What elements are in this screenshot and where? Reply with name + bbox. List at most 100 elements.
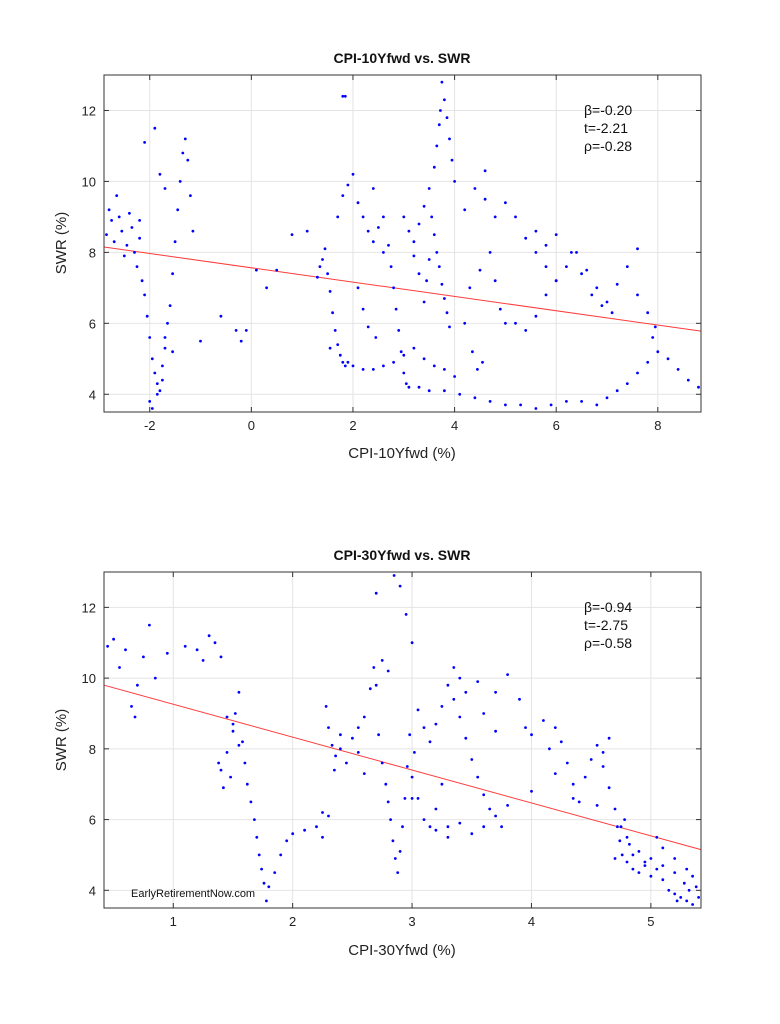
data-point [219, 314, 223, 318]
data-point [138, 219, 142, 222]
data-point [150, 407, 154, 410]
data-point [153, 126, 157, 130]
data-point [356, 201, 360, 205]
data-point [595, 804, 599, 807]
data-point [589, 758, 593, 761]
data-point [434, 828, 438, 832]
data-point [262, 881, 266, 885]
data-point [583, 775, 587, 779]
data-point [430, 215, 434, 219]
data-point [443, 368, 446, 371]
data-point [452, 666, 456, 669]
fit-line-group [103, 684, 702, 851]
data-point [600, 304, 604, 307]
data-point [504, 321, 507, 325]
data-point [697, 385, 700, 389]
data-point [471, 350, 474, 354]
data-point [255, 268, 258, 272]
data-point [386, 669, 390, 673]
y-tick-label: 10 [82, 671, 96, 686]
data-point [217, 761, 221, 765]
data-point [323, 247, 327, 251]
data-point [407, 385, 411, 389]
data-point [135, 265, 139, 268]
data-point [377, 733, 380, 737]
data-point [646, 360, 650, 364]
data-point [643, 860, 647, 864]
data-point [161, 378, 164, 382]
data-point [653, 325, 657, 329]
data-point [241, 740, 244, 744]
data-point [120, 229, 124, 233]
data-point [392, 286, 395, 290]
data-point [374, 683, 378, 687]
points-group [106, 574, 700, 906]
data-point [331, 311, 334, 315]
data-point [646, 311, 650, 315]
data-point [691, 903, 694, 906]
data-point [389, 265, 393, 268]
data-point [553, 772, 557, 775]
data-point [273, 871, 277, 874]
data-point [643, 864, 647, 867]
data-point [110, 219, 113, 222]
chart-title: CPI-30Yfwd vs. SWR [334, 547, 471, 563]
data-point [610, 311, 614, 315]
data-point [161, 364, 164, 368]
data-point [127, 211, 131, 215]
data-point [394, 307, 398, 311]
data-point [580, 400, 583, 403]
data-point [686, 378, 690, 382]
x-tick-label: 3 [408, 914, 415, 929]
data-point [412, 240, 416, 244]
data-point [625, 265, 629, 268]
data-point [183, 644, 187, 648]
data-point [155, 382, 159, 385]
data-point [500, 825, 503, 829]
data-point [362, 772, 366, 775]
data-point [443, 389, 446, 393]
data-point [237, 743, 241, 747]
data-point [386, 800, 390, 804]
data-point [446, 835, 450, 839]
x-axis-label: CPI-30Yfwd (%) [348, 942, 456, 959]
data-point [478, 268, 482, 272]
data-point [165, 651, 169, 655]
data-point [148, 336, 152, 339]
data-point [637, 871, 641, 874]
data-point [403, 797, 407, 800]
data-point [565, 400, 568, 403]
data-point [158, 172, 162, 176]
data-point [585, 268, 589, 272]
data-point [279, 853, 283, 857]
data-point [514, 321, 517, 325]
data-point [112, 240, 116, 244]
data-point [463, 208, 467, 212]
data-point [554, 233, 558, 237]
data-point [171, 350, 175, 354]
data-point [380, 659, 384, 662]
y-tick-label: 6 [89, 316, 96, 331]
data-point [530, 789, 533, 793]
data-point [397, 329, 401, 332]
data-point [615, 282, 619, 286]
data-point [422, 204, 426, 208]
data-point [404, 613, 408, 616]
data-point [458, 392, 462, 396]
data-point [542, 719, 545, 722]
data-point [305, 229, 309, 233]
watermark: EarlyRetirementNow.com [131, 888, 255, 900]
data-point [285, 839, 289, 843]
data-point [679, 896, 683, 899]
data-point [544, 293, 548, 297]
data-point [410, 775, 414, 779]
data-point [437, 123, 441, 127]
data-point [249, 800, 253, 804]
stat-beta: β=-0.20 [584, 102, 632, 118]
data-point [673, 892, 677, 896]
data-point [488, 251, 492, 254]
fit-line-group [103, 246, 702, 332]
y-tick-label: 12 [82, 600, 96, 615]
data-point [458, 821, 462, 825]
data-point [124, 648, 127, 652]
